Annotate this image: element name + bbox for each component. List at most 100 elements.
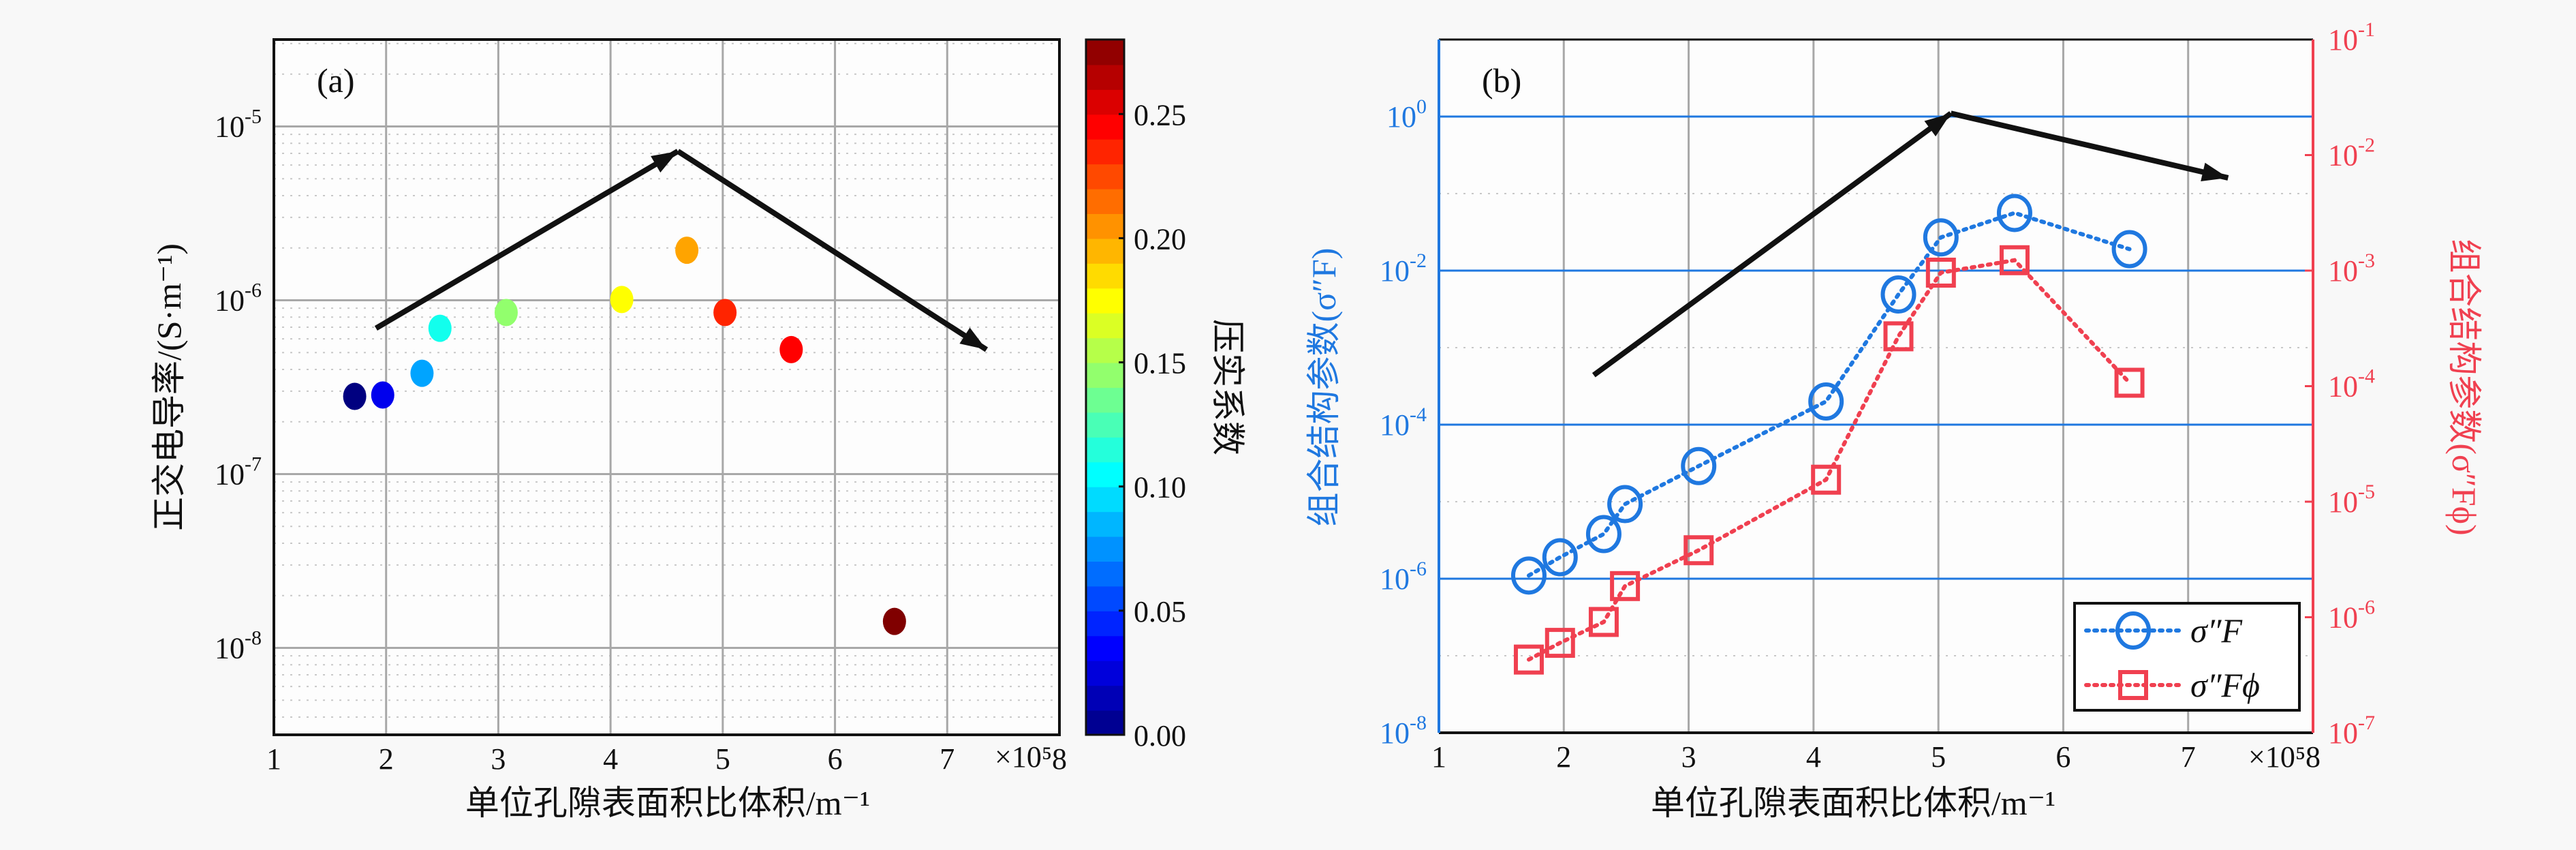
colorbar-segment [1086,387,1124,413]
colorbar-segment [1086,89,1124,115]
data-point-square [1683,535,1714,566]
colorbar-segment [1086,238,1124,264]
legend-label: σ″Fϕ [2190,666,2260,704]
colorbar-segment [1086,486,1124,513]
x-tick-label: 8 [2306,740,2321,774]
data-point-square [1883,321,1914,352]
legend-box [2073,602,2301,712]
colorbar-segment [1086,436,1124,463]
colorbar-segment [1086,412,1124,438]
panel-b-ylabel-left: 组合结构参数(σ″F) [1305,248,1343,527]
colorbar-segment [1086,685,1124,711]
data-point [713,299,737,327]
trend-arrow-down [1950,110,2229,181]
arrowhead-icon [2201,162,2229,181]
x-tick-label: 4 [1806,740,1821,774]
colorbar-segment [1086,64,1124,90]
data-point [343,382,367,410]
arrowhead-icon [1924,113,1951,137]
left-y-tick-label: 10-6 [1380,558,1427,596]
data-point-square [1999,245,2030,275]
legend-circle-icon [2115,611,2151,650]
data-point-square [1588,607,1619,637]
colorbar-segment [1086,362,1124,388]
x-tick-label: 7 [940,742,955,776]
colorbar-segment [1086,660,1124,686]
left-y-tick-label: 100 [1386,95,1427,134]
data-point-circle [2111,230,2147,269]
series-line-0 [1526,211,2132,578]
arrowhead-icon [651,151,678,173]
series-line-1 [1526,258,2132,662]
colorbar-segment [1086,536,1124,562]
data-point-circle [1681,446,1717,485]
data-point-square [1811,464,1842,495]
colorbar-tick-label: 0.25 [1134,98,1186,132]
data-point [675,237,699,264]
x-tick-label: 1 [1431,740,1446,774]
data-point-circle [1923,218,1959,257]
x-tick-label: 4 [603,742,618,776]
x-tick-label: 2 [1556,740,1571,774]
arrowhead-icon [959,327,987,350]
panel-a-xlabel: 单位孔隙表面积比体积/m⁻¹ [465,784,870,822]
colorbar-frame [1085,38,1126,736]
panel-b-x-multiplier: ×10⁵ [2248,740,2306,774]
data-point [428,314,452,342]
x-tick-label: 5 [715,742,730,776]
legend-square-icon [2118,670,2148,700]
colorbar-segment [1086,511,1124,537]
panel-a-x-multiplier: ×10⁵ [995,740,1052,774]
panel-b-label: (b) [1482,61,1521,100]
data-point-circle [1607,485,1643,523]
x-tick-label: 1 [266,742,281,776]
colorbar-segment [1086,188,1124,214]
colorbar-tick-label: 0.05 [1134,595,1186,628]
data-point [494,299,518,327]
x-tick-label: 2 [379,742,394,776]
colorbar-segment [1086,461,1124,487]
colorbar-segment [1086,610,1124,637]
x-tick-label: 3 [491,742,506,776]
x-tick-label: 6 [828,742,843,776]
colorbar-tick-label: 0.20 [1134,222,1186,256]
data-point [410,359,434,387]
colorbar-tick-label: 0.00 [1134,719,1186,753]
data-point-square [1925,258,1956,288]
colorbar-label: 压实系数 [1209,319,1247,455]
colorbar-segment [1086,40,1124,65]
data-point-square [1610,571,1641,601]
colorbar-segment [1086,262,1124,289]
colorbar-segment [1086,138,1124,165]
data-point [610,286,634,314]
panel-b-xlabel: 单位孔隙表面积比体积/m⁻¹ [1651,784,2055,822]
panel-a: 1 2 3 4 5 6 7 810-810-710-610-50.000.050.100.15… [215,38,1186,776]
legend-label: σ″F [2190,611,2242,650]
panel-a-ylabel: 正交电导率/(S·m⁻¹) [150,243,188,531]
legend: σ″F σ″Fϕ [2073,602,2301,712]
colorbar-segment [1086,337,1124,363]
panel-a-label: (a) [317,61,355,100]
colorbar-segment [1086,586,1124,611]
trend-arrow-up [1592,111,1953,378]
x-tick-label: 8 [1052,742,1067,776]
colorbar-segment [1086,213,1124,239]
x-tick-label: 7 [2181,740,2196,774]
colorbar-segment [1086,312,1124,339]
data-point [779,335,803,363]
colorbar-tick-label: 0.10 [1134,471,1186,504]
colorbar-segment [1086,114,1124,140]
data-point-square [1513,644,1544,675]
colorbar-segment [1086,561,1124,587]
x-tick-label: 5 [1931,740,1946,774]
trend-arrow-up [374,149,679,331]
data-point-square [1545,628,1575,658]
colorbar-segment [1086,164,1124,189]
colorbar-tick-label: 0.15 [1134,347,1186,380]
data-point-circle [1996,194,2032,232]
data-point-circle [1585,515,1621,553]
axes-frame [273,38,1061,736]
colorbar-segment [1086,710,1124,735]
data-point [882,607,906,635]
